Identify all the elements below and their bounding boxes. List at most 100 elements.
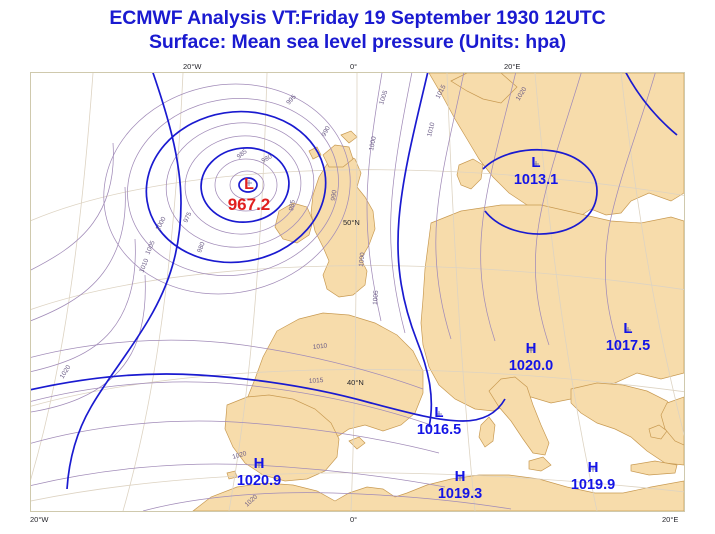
centre-cross-967 — [246, 180, 252, 186]
contour-label-1020c: 1020 — [232, 450, 248, 461]
contour-bold-965 — [238, 177, 258, 193]
centre-cross-1016-5 — [436, 411, 442, 417]
contour-1025-south — [142, 492, 512, 511]
contour-bold-995 — [145, 110, 327, 264]
mslp-contour-map: 985 980 975 980 1000 1005 1010 995 990 1… — [31, 73, 684, 511]
contour-label-990a: 990 — [321, 125, 332, 138]
pressure-centre-value: 1020.0 — [508, 358, 554, 374]
contour-label-985b: 985 — [288, 199, 297, 211]
centre-cross-1020-0 — [528, 347, 534, 353]
pressure-centre-value: 967.2 — [227, 195, 271, 214]
minor-contour-layer — [31, 73, 656, 511]
pressure-centre-marker-layer — [246, 161, 631, 481]
chart-title: ECMWF Analysis VT:Friday 19 September 19… — [0, 6, 715, 54]
contour-label-1015b: 1015 — [309, 377, 324, 385]
contour-bold-1010-west — [31, 373, 506, 422]
contour-1005-east — [390, 73, 413, 334]
pressure-centre-low-1016: L 1016.5 — [404, 405, 474, 438]
land-norway-coast — [450, 73, 518, 104]
pressure-centre-high-1020-9: H 1020.9 — [224, 456, 294, 489]
meridian-20e — [534, 73, 598, 511]
parallel-30n — [31, 472, 684, 502]
axis-top-label-0: 0° — [350, 62, 358, 71]
map-panel[interactable]: 985 980 975 980 1000 1005 1010 995 990 1… — [30, 72, 685, 512]
contour-bold-1010 — [397, 73, 433, 428]
land-iberia — [224, 394, 340, 482]
contour-1020-east — [534, 73, 582, 346]
meridian-10e — [446, 73, 476, 511]
pressure-centre-value: 1016.5 — [416, 422, 462, 438]
axis-bottom-label-0: 0° — [350, 515, 358, 524]
interior-axis-label-layer: 50°N 40°N — [343, 218, 364, 387]
contour-bold-1025-ne — [625, 73, 678, 136]
pressure-centre-symbol: H — [253, 455, 265, 472]
axis-top-label-20w: 20°W — [183, 62, 202, 71]
pressure-centre-symbol: L — [623, 320, 633, 337]
contour-label-990b: 990 — [330, 189, 338, 201]
interior-label-40n: 40°N — [347, 378, 364, 387]
contour-bold-980 — [200, 147, 290, 223]
centre-cross-1013 — [533, 161, 539, 167]
contour-1005-west — [31, 142, 114, 271]
pressure-centre-high-1019-3: H 1019.3 — [425, 469, 495, 502]
pressure-centre-value: 1020.9 — [236, 473, 282, 489]
contour-label-975a: 975 — [182, 211, 193, 224]
contour-label-980a: 980 — [261, 153, 274, 165]
chart-title-line-2: Surface: Mean sea level pressure (Units:… — [148, 31, 567, 53]
land-scotland-highlands — [322, 144, 354, 168]
land-balkans-greece — [570, 382, 684, 466]
contour-1000 — [127, 98, 339, 276]
landmass-layer — [192, 73, 684, 511]
pressure-centre-symbol: H — [525, 340, 537, 357]
pressure-centre-symbol: L — [434, 404, 444, 421]
contour-1015-west-lobe — [31, 238, 136, 372]
pressure-centre-value: 1013.1 — [513, 172, 559, 188]
meridian-0 — [350, 73, 358, 511]
pressure-centre-value: 1019.3 — [437, 486, 483, 502]
contour-label-1000c: 1000 — [358, 252, 367, 267]
land-anatolia — [660, 396, 684, 446]
land-north-africa — [192, 474, 684, 511]
contour-1020-south-b — [31, 463, 446, 488]
major-contour-layer — [31, 73, 678, 490]
pressure-centre-value: 1017.5 — [605, 338, 651, 354]
chart-title-line-1: ECMWF Analysis VT:Friday 19 September 19… — [109, 7, 606, 29]
land-sicily — [528, 456, 552, 472]
land-great-britain — [310, 152, 376, 298]
land-hebrides — [308, 146, 322, 160]
pressure-centre-symbol: H — [587, 459, 599, 476]
contour-1000-east — [366, 73, 383, 322]
interior-label-50n: 50°N — [343, 218, 360, 227]
axis-bottom-label-20e: 20°E — [662, 515, 679, 524]
pressure-centre-low-967: L 967.2 — [214, 176, 284, 214]
contour-label-1010c: 1010 — [312, 342, 327, 351]
contour-1020-far-east — [604, 73, 656, 350]
pressure-centre-low-1017: L 1017.5 — [593, 321, 663, 354]
graticule-layer — [31, 73, 684, 511]
contour-1010-west — [31, 186, 126, 322]
contour-label-1005b: 1005 — [378, 89, 389, 105]
contour-990 — [165, 122, 315, 248]
contour-bold-1013-lobe — [482, 148, 598, 235]
contour-970 — [229, 170, 265, 200]
centre-cross-1020-9 — [256, 462, 262, 468]
contour-1010-east — [435, 73, 465, 340]
contour-985 — [184, 135, 302, 235]
pressure-centre-value: 1019.9 — [570, 477, 616, 493]
contour-1015-south — [31, 381, 432, 426]
centre-cross-1019-3 — [457, 475, 463, 481]
pressure-centre-high-1019-9: H 1019.9 — [558, 460, 628, 493]
meridian-10w — [228, 73, 268, 511]
pressure-centre-high-1020-0: H 1020.0 — [496, 341, 566, 374]
contour-1020-south — [31, 420, 440, 454]
pressure-centre-symbol: L — [244, 176, 254, 193]
land-aegean-islands — [648, 424, 668, 440]
contour-1020-west-lobe — [31, 274, 146, 413]
meridian-30e — [620, 73, 684, 437]
contour-label-1005c: 1005 — [372, 290, 380, 305]
centre-cross-1019-9 — [590, 466, 596, 472]
axis-top-label-20e: 20°E — [504, 62, 521, 71]
contour-label-1000b: 1000 — [368, 135, 378, 151]
pressure-centre-symbol: H — [454, 468, 466, 485]
